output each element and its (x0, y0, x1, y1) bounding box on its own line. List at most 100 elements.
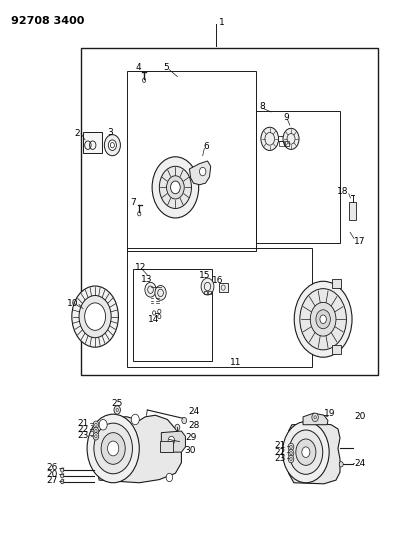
Bar (127, 71, 256, 251)
Circle shape (171, 181, 180, 193)
Circle shape (320, 315, 326, 324)
Text: 92708 3400: 92708 3400 (11, 16, 84, 26)
Text: 15: 15 (199, 271, 211, 280)
Text: 21: 21 (78, 418, 89, 427)
Polygon shape (289, 424, 340, 484)
Circle shape (155, 286, 166, 300)
Circle shape (152, 157, 199, 218)
Circle shape (300, 289, 346, 350)
Circle shape (61, 480, 64, 484)
Text: 25: 25 (111, 399, 123, 408)
Bar (332, 345, 341, 353)
Text: 4: 4 (136, 63, 141, 72)
Circle shape (288, 443, 294, 450)
Text: 14: 14 (148, 315, 159, 324)
Circle shape (61, 468, 64, 472)
Circle shape (131, 414, 139, 425)
Circle shape (316, 310, 330, 329)
Circle shape (145, 282, 156, 297)
Text: 29: 29 (186, 433, 197, 442)
Polygon shape (303, 413, 328, 425)
Circle shape (87, 414, 139, 483)
Circle shape (289, 430, 323, 474)
Text: 10: 10 (67, 299, 78, 308)
Circle shape (312, 413, 318, 422)
Circle shape (282, 422, 329, 483)
Text: 1: 1 (219, 18, 225, 27)
Polygon shape (161, 431, 186, 452)
Bar (219, 284, 228, 292)
Circle shape (175, 424, 180, 431)
Circle shape (93, 427, 99, 435)
Bar (279, 141, 284, 146)
Text: 19: 19 (324, 409, 335, 418)
Circle shape (283, 128, 299, 149)
Circle shape (288, 449, 294, 457)
Circle shape (104, 135, 120, 156)
Bar (284, 141, 289, 146)
Text: 16: 16 (212, 276, 223, 285)
Text: 23: 23 (274, 454, 286, 463)
Circle shape (99, 419, 107, 430)
Text: 6: 6 (204, 142, 209, 151)
Text: 24: 24 (355, 459, 366, 468)
Circle shape (107, 441, 119, 456)
Circle shape (294, 281, 352, 357)
Bar (133, 269, 212, 361)
Circle shape (182, 417, 187, 424)
Circle shape (199, 167, 206, 176)
Text: 23: 23 (78, 431, 89, 440)
Text: 24: 24 (188, 407, 199, 416)
Circle shape (61, 474, 64, 478)
Circle shape (93, 421, 99, 429)
Bar (204, 291, 207, 294)
Text: 28: 28 (188, 421, 199, 430)
Circle shape (72, 286, 118, 347)
Circle shape (93, 433, 99, 440)
Text: 27: 27 (47, 476, 58, 485)
Circle shape (296, 439, 316, 465)
Text: 22: 22 (78, 425, 89, 434)
Bar (160, 441, 173, 452)
Text: 13: 13 (141, 275, 152, 284)
Text: 21: 21 (274, 441, 286, 450)
Text: 7: 7 (130, 198, 136, 207)
Circle shape (339, 462, 343, 467)
Text: 5: 5 (163, 63, 169, 72)
Text: 22: 22 (275, 448, 286, 457)
Circle shape (85, 303, 105, 330)
Circle shape (166, 176, 184, 199)
Circle shape (168, 437, 175, 445)
Bar (349, 201, 357, 220)
Text: 11: 11 (230, 358, 241, 367)
Text: 12: 12 (135, 263, 147, 272)
Circle shape (94, 423, 132, 474)
Bar (81, 47, 378, 375)
Circle shape (108, 140, 116, 150)
Circle shape (302, 447, 310, 457)
Text: 30: 30 (184, 446, 196, 455)
Text: 9: 9 (284, 113, 289, 122)
Polygon shape (93, 415, 182, 483)
Text: 26: 26 (47, 464, 58, 472)
Bar (208, 291, 211, 294)
Circle shape (288, 455, 294, 463)
Text: 17: 17 (354, 237, 366, 246)
Text: 20: 20 (47, 470, 58, 479)
Text: 20: 20 (355, 413, 366, 421)
Bar (332, 279, 341, 288)
Circle shape (310, 302, 336, 336)
Bar (127, 248, 312, 367)
Polygon shape (189, 161, 211, 185)
Text: 2: 2 (74, 128, 80, 138)
Bar (83, 132, 102, 153)
Text: 18: 18 (337, 187, 348, 196)
Circle shape (79, 295, 111, 338)
Circle shape (201, 278, 214, 295)
Text: 8: 8 (259, 102, 265, 111)
Text: 3: 3 (107, 127, 113, 136)
Circle shape (166, 473, 173, 482)
Circle shape (101, 433, 125, 464)
Circle shape (261, 127, 278, 150)
Bar (256, 111, 340, 243)
